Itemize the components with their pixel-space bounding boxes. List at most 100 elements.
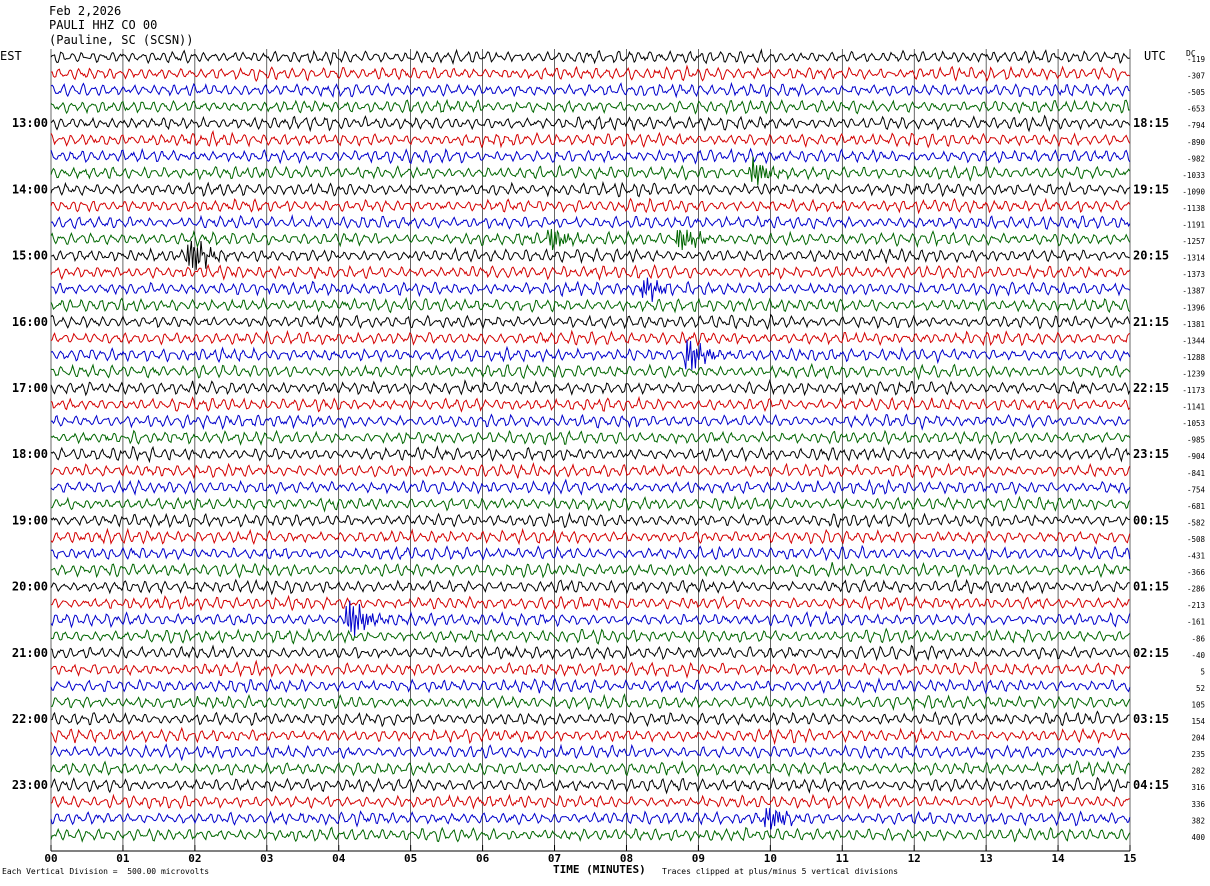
dc-offset-label: -40 — [1191, 651, 1205, 660]
dc-offset-label: -1396 — [1182, 303, 1205, 312]
x-tick-label: 09 — [692, 852, 705, 865]
station-code: PAULI HHZ CO 00 — [49, 18, 158, 32]
dc-offset-label: -1239 — [1182, 369, 1205, 378]
trace-line — [50, 594, 1130, 613]
trace-line — [50, 429, 1131, 446]
trace-line — [50, 627, 1131, 645]
dc-offset-label: -508 — [1187, 535, 1206, 544]
dc-offset-label: -653 — [1187, 105, 1205, 114]
timezone-right-label: UTC — [1144, 49, 1166, 63]
est-hour-label: 16:00 — [12, 315, 48, 329]
trace-line — [50, 527, 1131, 546]
trace-line — [50, 277, 1131, 302]
trace-line — [50, 362, 1131, 381]
est-hour-label: 17:00 — [12, 381, 48, 395]
trace-line — [50, 98, 1130, 116]
utc-hour-label: 18:15 — [1133, 116, 1169, 130]
dc-offset-label: 154 — [1191, 717, 1205, 726]
timezone-left-label: EST — [0, 49, 22, 63]
dc-offset-label: -86 — [1191, 634, 1205, 643]
trace-line — [50, 263, 1131, 282]
dc-offset-label: -904 — [1187, 452, 1206, 461]
trace-line — [50, 81, 1131, 99]
dc-offset-label: -119 — [1187, 55, 1205, 64]
trace-line — [50, 495, 1131, 513]
dc-offset-label: -754 — [1187, 485, 1206, 494]
dc-offset-label: -307 — [1187, 72, 1205, 81]
dc-offset-label: -1141 — [1182, 403, 1205, 412]
dc-offset-label: -1257 — [1182, 237, 1205, 246]
trace-line — [50, 395, 1131, 413]
x-tick-label: 04 — [332, 852, 346, 865]
dc-offset-label: 105 — [1191, 700, 1205, 709]
trace-line — [50, 329, 1131, 347]
utc-hour-labels: 18:15 19:15 20:15 21:15 22:15 23:15 00:15 01:15… — [1133, 116, 1169, 792]
trace-line — [50, 156, 1131, 186]
dc-offset-label: 400 — [1191, 833, 1205, 842]
dc-offset-label: -1344 — [1182, 336, 1205, 345]
trace-line — [50, 677, 1131, 695]
trace-line — [50, 130, 1131, 149]
dc-offset-label: 316 — [1191, 783, 1205, 792]
utc-hour-label: 04:15 — [1133, 778, 1169, 792]
dc-offset-label: -1090 — [1182, 187, 1205, 196]
trace-line — [50, 793, 1130, 810]
dc-offset-label: 5 — [1200, 667, 1205, 676]
x-tick-label: 01 — [116, 852, 130, 865]
vertical-division-note: Each Vertical Division = 500.00 microvol… — [2, 867, 210, 876]
trace-line — [50, 445, 1131, 464]
x-tick-label: 06 — [476, 852, 490, 865]
trace-line — [50, 743, 1131, 762]
dc-offset-label: -985 — [1187, 436, 1205, 445]
dc-offset-label: 52 — [1196, 684, 1205, 693]
seismic-traces — [50, 48, 1131, 843]
utc-hour-label: 21:15 — [1133, 315, 1169, 329]
trace-line — [50, 726, 1131, 746]
trace-line — [50, 776, 1130, 795]
dc-offset-label: -794 — [1187, 121, 1206, 130]
dc-offset-label: -1053 — [1182, 419, 1205, 428]
dc-offset-label: 204 — [1191, 734, 1205, 743]
clipping-note: Traces clipped at plus/minus 5 vertical … — [662, 867, 899, 876]
dc-offset-labels: -119 -307 -505 -653 -794 -890 -982 -1033 -1090 -1… — [1182, 55, 1205, 842]
x-tick-label: 02 — [188, 852, 201, 865]
est-hour-labels: 13:00 14:00 15:00 16:00 17:00 18:00 19:00 20:00… — [12, 116, 48, 792]
est-hour-label: 21:00 — [12, 646, 48, 660]
trace-line — [50, 826, 1131, 843]
dc-offset-label: -161 — [1187, 618, 1205, 627]
trace-line — [50, 114, 1131, 133]
dc-offset-label: -1191 — [1182, 221, 1205, 230]
dc-offset-label: -1138 — [1182, 204, 1205, 213]
dc-offset-label: -982 — [1187, 154, 1205, 163]
x-tick-label: 12 — [908, 852, 921, 865]
dc-offset-label: 336 — [1191, 800, 1205, 809]
trace-line — [50, 228, 1131, 251]
utc-hour-label: 23:15 — [1133, 447, 1169, 461]
est-hour-label: 23:00 — [12, 778, 48, 792]
dc-offset-label: -1173 — [1182, 386, 1205, 395]
trace-line — [50, 544, 1131, 562]
x-tick-label: 11 — [836, 852, 850, 865]
dc-offset-label: -1033 — [1182, 171, 1205, 180]
x-axis-title: TIME (MINUTES) — [553, 863, 646, 876]
x-tick-label: 13 — [980, 852, 993, 865]
trace-line — [50, 147, 1131, 165]
est-hour-label: 20:00 — [12, 580, 48, 594]
x-tick-label: 15 — [1123, 852, 1136, 865]
utc-hour-label: 00:15 — [1133, 513, 1169, 527]
trace-line — [50, 296, 1131, 314]
x-tick-label: 03 — [260, 852, 273, 865]
trace-line — [50, 214, 1131, 230]
est-hour-label: 19:00 — [12, 513, 48, 527]
x-tick-label: 08 — [620, 852, 633, 865]
est-hour-label: 22:00 — [12, 712, 48, 726]
dc-offset-label: -286 — [1187, 585, 1206, 594]
dc-offset-label: -582 — [1187, 518, 1205, 527]
x-axis: 00 01 02 03 04 05 06 07 08 09 10 11 12 13 14 15 — [44, 845, 1137, 865]
dc-offset-label: -431 — [1187, 552, 1205, 561]
utc-hour-label: 19:15 — [1133, 182, 1169, 196]
dc-column-label: DC — [1186, 49, 1196, 58]
utc-hour-label: 02:15 — [1133, 646, 1169, 660]
x-tick-label: 14 — [1051, 852, 1065, 865]
